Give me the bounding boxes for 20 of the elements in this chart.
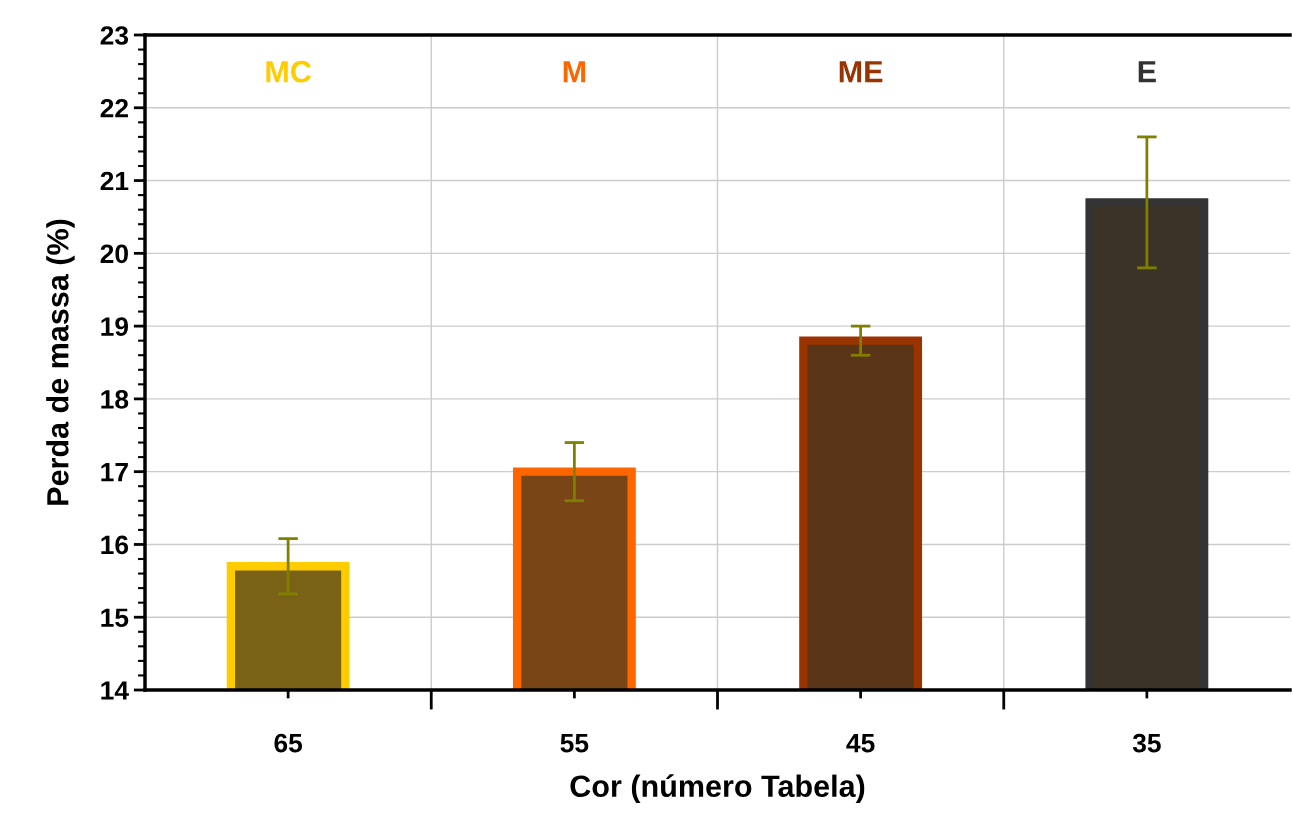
y-tick-label: 17 (101, 463, 128, 482)
annotation: MC (266, 60, 312, 83)
x-axis-title: Cor (número Tabela) (570, 774, 865, 804)
x-tick-label: 35 (1132, 733, 1161, 753)
x-tick-label: 65 (274, 733, 303, 753)
x-tick-label: 45 (846, 734, 875, 753)
y-tick-label: 15 (101, 608, 129, 628)
y-tick-label: 20 (100, 244, 128, 264)
annotation: ME (839, 61, 883, 83)
y-tick-label: 16 (101, 535, 129, 555)
annotation: M (563, 61, 586, 83)
annotation: E (1138, 61, 1156, 83)
y-tick-label: 22 (100, 98, 128, 118)
y-tick-label: 19 (101, 317, 129, 336)
y-tick-label: 18 (101, 390, 129, 409)
y-axis-title: Perda de massa (%) (46, 219, 75, 505)
y-tick-label: 23 (100, 26, 129, 45)
y-tick-label: 21 (100, 171, 129, 191)
x-tick-label: 55 (560, 734, 589, 753)
y-tick-label: 14 (101, 681, 129, 700)
